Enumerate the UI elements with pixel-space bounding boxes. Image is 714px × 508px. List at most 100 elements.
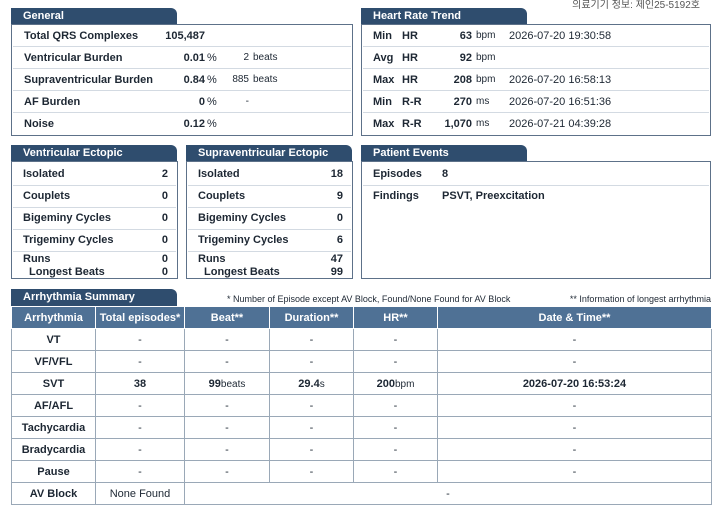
cell: - (269, 416, 354, 439)
row-name: Tachycardia (11, 416, 96, 439)
row-label: Supraventricular Burden (24, 74, 153, 86)
section-tab: Heart Rate Trend (361, 8, 527, 25)
row-value: 0.01 (183, 52, 205, 64)
row-divider (13, 229, 176, 230)
row-value: 208 (453, 74, 472, 86)
row-label: Total QRS Complexes (24, 30, 139, 42)
row-name: SVT (11, 372, 96, 395)
row-count-unit: beats (253, 52, 278, 63)
cell: - (95, 328, 185, 351)
cell: - (184, 438, 270, 461)
row-unit: bpm (476, 52, 496, 63)
cell: 2026-07-20 16:53:24 (437, 372, 712, 395)
column-header: Beat** (184, 306, 270, 329)
cell: None Found (95, 482, 185, 505)
row-label: Couplets (198, 190, 246, 202)
row-label: Bigeminy Cycles (23, 212, 112, 224)
row-value: 47 (330, 253, 343, 265)
cell-unit: s (319, 378, 325, 390)
row-stat: Avg (373, 52, 394, 64)
table-row: AF/AFL - - - - - (11, 394, 712, 417)
row-unit: % (207, 118, 217, 130)
row-value: 99 (330, 266, 343, 278)
row-label: Runs (23, 253, 51, 265)
cell: - (353, 350, 438, 373)
row-divider (13, 207, 176, 208)
row-value: 0.12 (183, 118, 205, 130)
row-value: 0 (161, 266, 168, 278)
row-label: Episodes (373, 168, 422, 180)
row-stat: Max (373, 74, 395, 86)
section-box (361, 161, 711, 279)
row-name: AF/AFL (11, 394, 96, 417)
row-divider (13, 251, 176, 252)
table-row: Pause - - - - - (11, 460, 712, 483)
cell-value: 29.4 (298, 377, 320, 390)
row-divider (13, 46, 351, 47)
cell: - (353, 460, 438, 483)
cell: - (437, 328, 712, 351)
column-header: Total episodes* (95, 306, 185, 329)
table-row: VT - - - - - (11, 328, 712, 351)
cell: - (95, 438, 185, 461)
row-value: 0 (336, 212, 343, 224)
cell: - (353, 394, 438, 417)
row-name: Bradycardia (11, 438, 96, 461)
cell: - (184, 482, 712, 505)
row-value: 18 (330, 168, 343, 180)
summary-table: Arrhythmia Total episodes* Beat** Duration*… (11, 306, 712, 505)
row-divider (13, 90, 351, 91)
cell-unit: beats (220, 378, 246, 390)
cell: - (95, 350, 185, 373)
header-row: Arrhythmia Total episodes* Beat** Duration*… (11, 306, 712, 329)
cell: - (353, 438, 438, 461)
row-metric: HR (402, 30, 418, 42)
row-divider (188, 229, 351, 230)
cell: - (269, 438, 354, 461)
row-label: Trigeminy Cycles (23, 234, 114, 246)
row-count: - (245, 96, 249, 107)
row-name: VT (11, 328, 96, 351)
row-unit: ms (476, 118, 490, 129)
section-box (186, 161, 353, 279)
column-header: Duration** (269, 306, 354, 329)
row-stat: Min (373, 96, 392, 108)
row-stat: Min (373, 30, 392, 42)
cell: - (95, 460, 185, 483)
row-stat: Max (373, 118, 395, 130)
cell: - (184, 350, 270, 373)
cell: - (353, 416, 438, 439)
table-row: Bradycardia - - - - - (11, 438, 712, 461)
row-label: Trigeminy Cycles (198, 234, 289, 246)
row-label: Couplets (23, 190, 71, 202)
row-count-unit: beats (253, 74, 278, 85)
cell: - (184, 460, 270, 483)
row-value: 92 (459, 52, 472, 64)
row-label: Runs (198, 253, 226, 265)
row-value: 8 (442, 168, 449, 180)
column-header: HR** (353, 306, 438, 329)
table-row: VF/VFL - - - - - (11, 350, 712, 373)
section-tab: Arrhythmia Summary (11, 289, 177, 306)
row-unit: ms (476, 96, 490, 107)
row-value: 9 (336, 190, 343, 202)
row-unit: bpm (476, 30, 496, 41)
row-name: Pause (11, 460, 96, 483)
row-label: Ventricular Burden (24, 52, 123, 64)
cell: - (95, 394, 185, 417)
cell: - (95, 416, 185, 439)
row-value: 63 (459, 30, 472, 42)
row-value: 0 (161, 234, 168, 246)
row-label: Isolated (23, 168, 65, 180)
note: ** Information of longest arrhythmia (569, 294, 711, 304)
section-box (11, 161, 178, 279)
row-count: 2 (243, 52, 249, 63)
row-value: 0 (161, 190, 168, 202)
row-value: 0.84 (183, 74, 205, 86)
row-label: Longest Beats (204, 266, 280, 278)
section-box (361, 24, 711, 136)
cell: - (269, 328, 354, 351)
table-row: Tachycardia - - - - - (11, 416, 712, 439)
cell: 200bpm (353, 372, 438, 395)
row-divider (363, 68, 709, 69)
